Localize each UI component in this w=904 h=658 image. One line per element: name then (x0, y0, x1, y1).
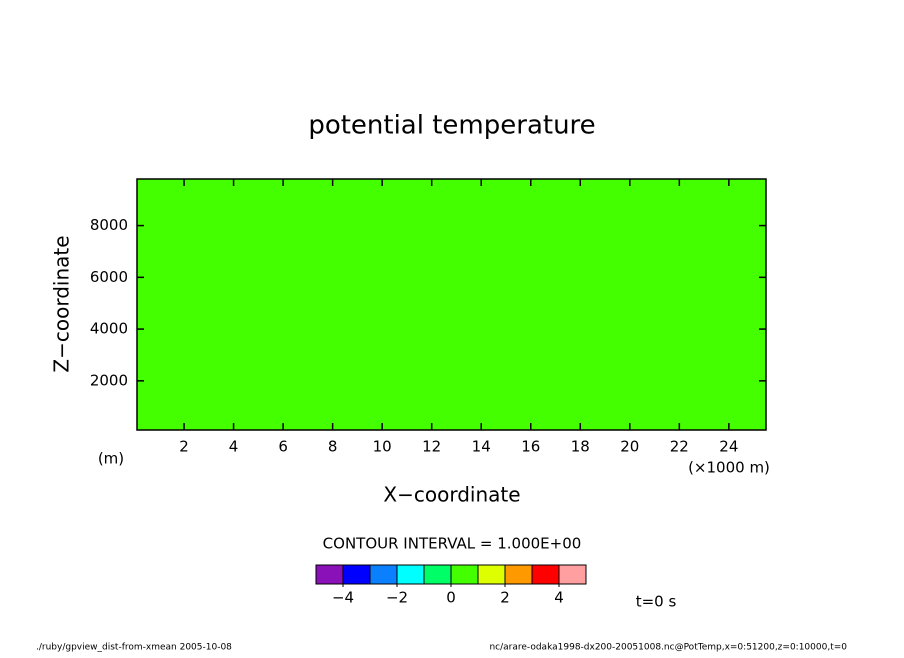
x-tick-label: 6 (278, 438, 288, 456)
colorbar-tick-label: −4 (332, 589, 354, 607)
colorbar-box (342, 564, 371, 585)
x-tick-label: 22 (670, 438, 689, 456)
colorbar-box (450, 564, 479, 585)
y-unit: (m) (98, 450, 124, 468)
colorbar-box (558, 564, 587, 585)
x-unit: (×1000 m) (688, 459, 770, 477)
plot-frame (136, 178, 767, 431)
colorbar-tick-label: 4 (554, 589, 564, 607)
x-tick-label: 16 (521, 438, 540, 456)
colorbar-tick-label: −2 (386, 589, 408, 607)
x-tick-label: 12 (422, 438, 441, 456)
y-tick-label: 6000 (90, 268, 128, 286)
x-tick-label: 4 (229, 438, 239, 456)
colorbar-box (477, 564, 506, 585)
colorbar-box (315, 564, 344, 585)
x-tick-label: 8 (328, 438, 338, 456)
colorbar-box (396, 564, 425, 585)
colorbar-tick-label: 2 (500, 589, 510, 607)
x-tick-label: 24 (719, 438, 738, 456)
x-tick-label: 2 (179, 438, 189, 456)
y-tick-label: 4000 (90, 320, 128, 338)
colorbar-box (369, 564, 398, 585)
y-axis-label: Z−coordinate (50, 235, 74, 372)
x-tick-label: 20 (620, 438, 639, 456)
field-fill (137, 179, 766, 430)
colorbar-box (504, 564, 533, 585)
y-tick-label: 2000 (90, 371, 128, 389)
x-tick-label: 18 (571, 438, 590, 456)
colorbar-box (531, 564, 560, 585)
chart-title: potential temperature (308, 111, 595, 141)
footer-left: ./ruby/gpview_dist-from-xmean 2005-10-08 (36, 643, 232, 653)
colorbar-box (423, 564, 452, 585)
footer-right: nc/arare-odaka1998-dx200-20051008.nc@Pot… (489, 643, 847, 653)
x-axis-label: X−coordinate (383, 483, 520, 507)
x-tick-label: 10 (373, 438, 392, 456)
time-label: t=0 s (636, 593, 677, 611)
x-tick-label: 14 (472, 438, 491, 456)
colorbar-tick-label: 0 (446, 589, 456, 607)
y-tick-label: 8000 (90, 216, 128, 234)
contour-interval: CONTOUR INTERVAL = 1.000E+00 (323, 535, 582, 553)
